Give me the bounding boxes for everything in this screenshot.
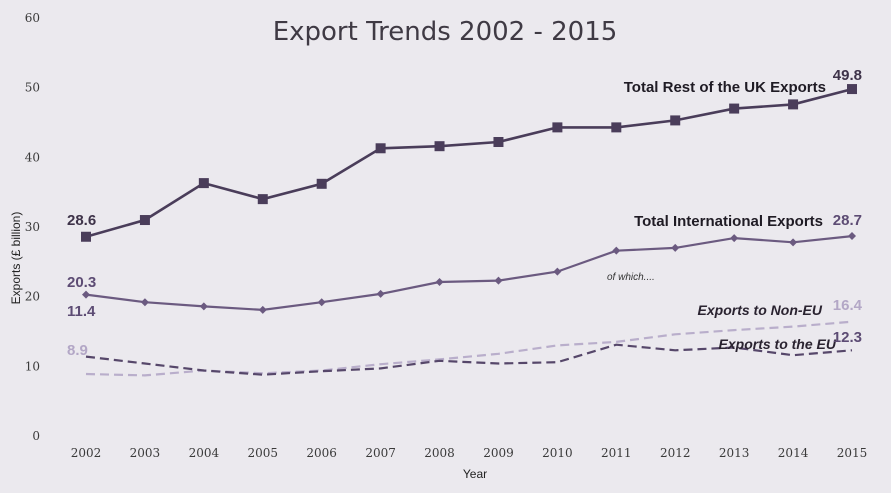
- y-tick-label: 30: [25, 220, 40, 234]
- series-name-label: Exports to the EU: [719, 336, 837, 352]
- x-tick-label: 2008: [424, 446, 455, 460]
- x-tick-label: 2013: [719, 446, 750, 460]
- end-value-label: 28.7: [833, 212, 862, 229]
- end-value-label: 49.8: [833, 67, 862, 84]
- y-tick-label: 0: [32, 429, 40, 443]
- start-value-label: 11.4: [67, 303, 96, 320]
- data-point: [199, 302, 208, 311]
- data-point: [552, 122, 563, 133]
- data-point: [81, 231, 91, 242]
- x-tick-label: 2011: [601, 446, 632, 460]
- data-point: [316, 178, 327, 189]
- x-tick-label: 2014: [778, 446, 809, 460]
- label-layer: Total Rest of the UK Exports Total Intern…: [67, 67, 863, 359]
- data-point: [730, 234, 739, 243]
- data-point: [140, 298, 149, 307]
- x-tick-label: 2012: [660, 446, 691, 460]
- x-tick-label: 2015: [837, 446, 868, 460]
- data-point: [847, 84, 857, 95]
- data-point: [139, 215, 150, 226]
- data-point: [729, 103, 740, 114]
- end-value-label: 12.3: [833, 329, 862, 346]
- series-layer: [81, 84, 857, 377]
- data-point: [435, 278, 444, 287]
- data-point: [434, 141, 445, 152]
- start-value-label: 20.3: [67, 274, 96, 291]
- y-tick-label: 10: [25, 359, 40, 373]
- start-value-label: 8.9: [67, 342, 88, 359]
- data-point: [375, 143, 386, 154]
- series-name-label: Exports to Non-EU: [698, 302, 823, 318]
- series-line: [85, 343, 853, 376]
- y-axis-ticks: 0 10 20 30 40 50 60: [25, 11, 40, 443]
- data-point: [317, 298, 326, 307]
- y-tick-label: 50: [25, 81, 40, 95]
- data-point: [789, 238, 798, 247]
- x-tick-label: 2006: [306, 446, 337, 460]
- x-axis-ticks: 2002 2003 2004 2005 2006 2007 2008 2009 2010 2011…: [71, 446, 868, 460]
- y-tick-label: 40: [25, 150, 40, 164]
- start-value-label: 28.6: [67, 212, 96, 229]
- x-tick-label: 2004: [189, 446, 220, 460]
- chart-title: Export Trends 2002 - 2015: [273, 17, 618, 47]
- data-point: [493, 137, 504, 148]
- series-name-label: Total Rest of the UK Exports: [624, 79, 826, 96]
- y-tick-label: 20: [25, 290, 40, 304]
- data-point: [611, 122, 622, 133]
- x-tick-label: 2010: [542, 446, 573, 460]
- x-tick-label: 2002: [71, 446, 102, 460]
- data-point: [671, 243, 680, 252]
- x-tick-label: 2009: [483, 446, 514, 460]
- series-2: [82, 232, 856, 314]
- data-point: [553, 267, 562, 276]
- data-point: [788, 99, 799, 110]
- data-point: [198, 178, 209, 189]
- y-axis-label: Exports (£ billion): [9, 212, 23, 305]
- series-line: [85, 87, 853, 239]
- data-point: [848, 232, 856, 241]
- x-axis-label: Year: [463, 467, 487, 481]
- series-name-label: Total International Exports: [634, 213, 823, 230]
- series-line: [85, 235, 853, 312]
- y-tick-label: 60: [25, 11, 40, 25]
- series-4: [85, 343, 853, 376]
- x-tick-label: 2003: [130, 446, 161, 460]
- data-point: [494, 276, 503, 285]
- series-1: [81, 84, 857, 242]
- annotation-note: of which....: [607, 272, 655, 283]
- x-tick-label: 2007: [365, 446, 396, 460]
- data-point: [82, 290, 90, 299]
- data-point: [670, 115, 681, 126]
- data-point: [258, 305, 267, 314]
- data-point: [376, 289, 385, 298]
- data-point: [257, 194, 268, 205]
- x-tick-label: 2005: [247, 446, 278, 460]
- end-value-label: 16.4: [833, 297, 863, 314]
- data-point: [612, 246, 621, 255]
